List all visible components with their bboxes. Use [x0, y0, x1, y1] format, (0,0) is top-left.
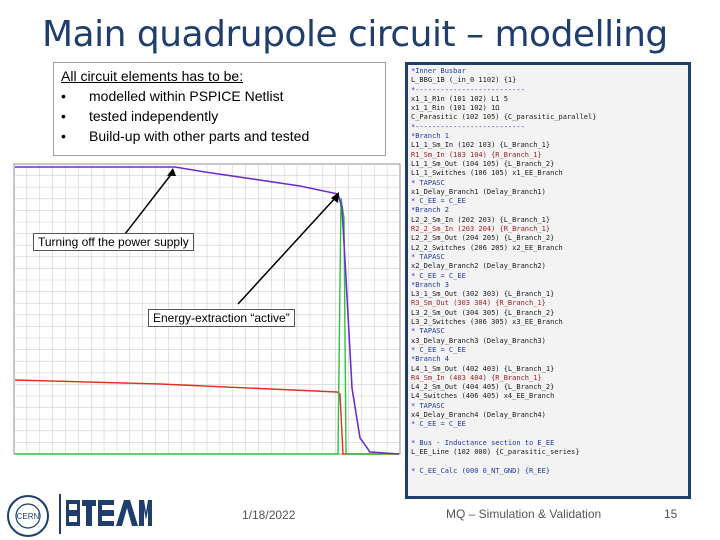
netlist-line: L_EE_Line (102 000) {C_parasitic_series} — [411, 448, 580, 457]
callout-energy-extraction: Energy-extraction “active” — [148, 309, 295, 327]
arrow-head-power-off — [167, 168, 176, 176]
netlist-line: * TAPASC — [411, 252, 445, 261]
netlist-line: L1_1_Sm_Out (104 105) {L_Branch_2} — [411, 159, 555, 168]
netlist-line: R2_2_Sm_In (203 204) {R_Branch_1} — [411, 225, 551, 234]
trace-purple — [15, 166, 400, 455]
netlist-line — [411, 430, 685, 439]
slide-date: 1/18/2022 — [242, 508, 296, 522]
arrow-energy-extraction — [237, 195, 338, 305]
netlist-line: L4_Switches (406 405) x4_EE_Branch — [411, 392, 555, 401]
bullet-icon: • — [61, 108, 66, 124]
logo-divider — [59, 494, 61, 534]
steam-logo — [66, 500, 152, 526]
netlist-line: L_BBG_1B (_in_0 1102) {1} — [411, 76, 517, 85]
requirements-box: All circuit elements has to be: • modell… — [53, 62, 386, 156]
netlist-lines: *Inner Busbar L_BBG_1B (_in_0 1102) {1} *-… — [411, 67, 685, 476]
requirement-text: modelled within PSPICE Netlist — [89, 88, 284, 104]
requirements-heading: All circuit elements has to be: — [61, 68, 244, 84]
netlist-line — [411, 457, 685, 466]
netlist-line: x3_Delay_Branch3 (Delay_Branch3) — [411, 336, 546, 345]
netlist-line: L3_2_Switches (306 305) x3_EE_Branch — [411, 318, 563, 327]
netlist-line: *Branch 3 — [411, 280, 449, 289]
netlist-line: *Branch 1 — [411, 132, 449, 141]
footer-title: MQ – Simulation & Validation — [446, 507, 602, 521]
netlist-line: L2_2_Switches (206 205) x2_EE_Branch — [411, 243, 563, 252]
netlist-line: *-------------------------- — [411, 85, 525, 94]
netlist-line: L4_1_Sm_Out (402 403) {L_Branch_1} — [411, 364, 555, 373]
arrow-power-off — [124, 171, 174, 235]
netlist-line: L2_2_Sm_Out (204 205) {L_Branch_2} — [411, 234, 555, 243]
netlist-line: * C_EE = C_EE — [411, 420, 466, 429]
netlist-line: R1_Sm_In (103 104) {R_Branch_1} — [411, 150, 542, 159]
netlist-line: R3_Sm_Out (303 304) {R_Branch_1} — [411, 299, 546, 308]
requirement-text: tested independently — [89, 108, 219, 124]
netlist-line: C_Parasitic (102 105) {C_parasitic_paral… — [411, 113, 597, 122]
netlist-line: x1_1_Rin (101 102) 1Ω — [411, 104, 500, 113]
netlist-panel: *Inner Busbar L_BBG_1B (_in_0 1102) {1} *-… — [405, 62, 691, 499]
netlist-line: x1_1_R1n (101 102) L1 5 — [411, 94, 508, 103]
list-item: • Build-up with other parts and tested — [61, 126, 378, 146]
requirement-text: Build-up with other parts and tested — [89, 128, 310, 144]
list-item: • modelled within PSPICE Netlist — [61, 86, 378, 106]
bullet-icon: • — [61, 128, 66, 144]
netlist-line: *Branch 2 — [411, 206, 449, 215]
netlist-line: x4_Delay_Branch4 (Delay_Branch4) — [411, 410, 546, 419]
netlist-line: * TAPASC — [411, 327, 445, 336]
netlist-line: * TAPASC — [411, 401, 445, 410]
netlist-line: *-------------------------- — [411, 122, 525, 131]
callout-power-off: Turning off the power supply — [33, 233, 194, 251]
netlist-line: *Inner Busbar — [411, 67, 466, 75]
list-item: • tested independently — [61, 106, 378, 126]
netlist-line: * C_EE = C_EE — [411, 271, 466, 280]
arrow-head-energy-extraction — [331, 192, 339, 203]
slide-title: Main quadrupole circuit – modelling — [42, 14, 668, 55]
page-number: 15 — [664, 507, 678, 521]
netlist-line: x2_Delay_Branch2 (Delay_Branch2) — [411, 262, 546, 271]
netlist-line: L1_1_Sm_In (102 103) {L_Branch_1} — [411, 141, 551, 150]
netlist-line: R4_Sm_In (403 404) {R_Branch_1} — [411, 373, 542, 382]
netlist-line: L4_2_Sm_Out (404 405) {L_Branch_2} — [411, 383, 555, 392]
netlist-line: * C_EE_Calc (000 0_NT_GND) {R_EE} — [411, 466, 551, 475]
netlist-line: * Bus - Inductance section to E_EE — [411, 438, 555, 447]
netlist-line: L1_1_Switches (106 105) x1_EE_Branch — [411, 169, 563, 178]
netlist-line: L3_2_Sm_Out (304 305) {L_Branch_2} — [411, 308, 555, 317]
bullet-icon: • — [61, 88, 66, 104]
netlist-line: L3_1_Sm_Out (302 303) {L_Branch_1} — [411, 290, 555, 299]
netlist-line: * TAPASC — [411, 178, 445, 187]
netlist-line: * C_EE = C_EE — [411, 345, 466, 354]
netlist-line: *Branch 4 — [411, 355, 449, 364]
cern-logo: CERN — [7, 495, 49, 537]
netlist-line: x1_Delay_Branch1 (Delay_Branch1) — [411, 187, 546, 196]
svg-text:CERN: CERN — [17, 512, 40, 521]
netlist-line: L2_2_Sm_In (202 203) {L_Branch_1} — [411, 215, 551, 224]
netlist-line: * C_EE = C_EE — [411, 197, 466, 206]
